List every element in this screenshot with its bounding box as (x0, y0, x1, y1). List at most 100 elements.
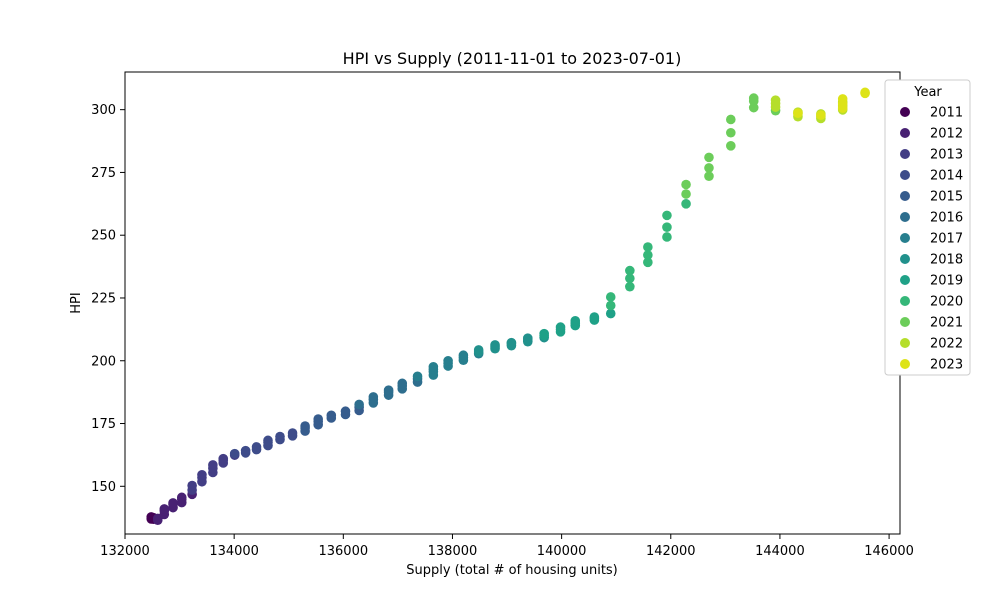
legend-marker-2016 (900, 212, 910, 222)
legend-label-2016: 2016 (930, 211, 963, 226)
legend-label-2015: 2015 (930, 190, 963, 205)
legend-marker-2020 (900, 296, 910, 306)
legend-label-2023: 2023 (930, 358, 963, 373)
data-point-2016-6 (383, 385, 394, 395)
data-point-2020-4 (625, 265, 635, 276)
x-tick-label: 142000 (646, 544, 696, 559)
data-point-2020-10 (662, 210, 672, 221)
data-point-2023-6 (793, 108, 803, 118)
legend-label-2012: 2012 (930, 127, 963, 142)
legend-marker-2021 (900, 317, 910, 327)
data-point-2019-4 (555, 322, 566, 332)
x-tick-label: 136000 (318, 544, 368, 559)
data-point-2016-9 (397, 378, 408, 389)
data-point-2013-7 (208, 460, 218, 470)
legend-label-2018: 2018 (930, 253, 963, 268)
legend-label-2019: 2019 (930, 274, 963, 289)
y-tick-label: 250 (91, 229, 116, 244)
data-point-2019-1 (539, 328, 549, 339)
legend-marker-2023 (900, 359, 910, 369)
data-point-2023-5 (860, 87, 870, 98)
data-point-2020-3 (625, 273, 635, 284)
data-point-2020-7 (643, 242, 653, 252)
y-tick-label: 275 (91, 166, 116, 181)
data-point-2021-3 (704, 163, 714, 173)
data-point-2014-11 (287, 428, 298, 438)
y-tick-label: 225 (91, 291, 116, 306)
data-point-2020-8 (662, 232, 672, 242)
data-point-2020-1 (605, 292, 616, 302)
legend-items: 2011 2012 2013 2014 2015 2016 2017 2018 2019 2020… (900, 106, 963, 373)
data-point-2018-4 (490, 340, 500, 350)
x-tick-label: 140000 (537, 544, 587, 559)
data-point-2023-2 (816, 110, 826, 120)
data-point-2021-4 (704, 152, 714, 163)
legend-marker-2022 (900, 338, 910, 348)
x-tick-label: 132000 (100, 544, 150, 559)
data-point-2017-10 (458, 350, 469, 361)
legend-marker-2019 (900, 275, 910, 285)
data-point-2015-5 (313, 414, 324, 424)
y-axis-label: HPI (69, 292, 84, 313)
data-point-2014-0 (229, 448, 240, 459)
data-point-2017-4 (428, 361, 439, 372)
data-point-2013-1 (187, 480, 197, 491)
data-point-2015-9 (340, 406, 351, 417)
data-point-2016-0 (354, 399, 364, 410)
data-point-2015-7 (326, 410, 337, 421)
x-axis-label: Supply (total # of housing units) (406, 563, 618, 578)
legend-marker-2018 (900, 254, 910, 264)
y-axis-ticks: 150 175 200 225 250 275 300 (91, 103, 125, 495)
data-point-2014-2 (240, 445, 251, 456)
data-point-2020-9 (662, 222, 672, 232)
legend-label-2020: 2020 (930, 295, 963, 310)
y-tick-label: 150 (91, 480, 116, 495)
data-point-2020-11 (681, 199, 691, 209)
legend-marker-2017 (900, 233, 910, 243)
y-tick-label: 200 (91, 354, 116, 369)
legend-marker-2013 (900, 149, 910, 159)
legend-label-2022: 2022 (930, 337, 963, 352)
data-point-2021-1 (681, 179, 691, 190)
data-point-2022-2 (770, 95, 781, 105)
legend-label-2017: 2017 (930, 232, 963, 247)
data-point-2016-3 (368, 392, 379, 402)
data-point-2020-0 (605, 300, 616, 311)
x-tick-label: 138000 (428, 544, 478, 559)
x-axis-ticks: 132000 134000 136000 138000 140000 142000 1440… (100, 534, 914, 559)
x-tick-label: 146000 (864, 544, 914, 559)
legend-label-2021: 2021 (930, 316, 963, 331)
chart-title: HPI vs Supply (2011-11-01 to 2023-07-01) (343, 49, 682, 68)
legend: Year 20112012201320142015201620172018201… (884, 79, 971, 376)
data-point-2013-10 (218, 453, 229, 464)
data-point-2019-11 (605, 308, 616, 319)
y-tick-label: 300 (91, 103, 116, 118)
legend-marker-2012 (900, 128, 910, 138)
data-point-2019-7 (570, 316, 581, 326)
data-point-2019-10 (589, 312, 600, 322)
x-tick-label: 134000 (209, 544, 259, 559)
data-point-2018-1 (473, 345, 484, 355)
data-point-2021-10 (748, 93, 759, 103)
data-point-2017-7 (443, 355, 453, 366)
data-point-2014-9 (275, 431, 285, 442)
legend-label-2013: 2013 (930, 148, 963, 163)
data-point-2023-4 (837, 99, 848, 109)
data-point-2018-10 (522, 333, 533, 343)
data-point-2014-4 (251, 442, 262, 452)
legend-marker-2014 (900, 170, 910, 180)
data-point-2020-6 (643, 250, 653, 260)
data-point-2012-10 (176, 492, 187, 503)
data-point-2018-7 (506, 337, 517, 348)
legend-box (884, 79, 971, 376)
data-point-2013-4 (197, 469, 207, 480)
legend-title: Year (913, 85, 942, 100)
legend-marker-2015 (900, 191, 910, 201)
data-point-2021-0 (681, 189, 691, 199)
scatter-points (146, 87, 870, 525)
x-tick-label: 144000 (755, 544, 805, 559)
data-point-2012-4 (159, 504, 170, 514)
legend-label-2011: 2011 (930, 106, 963, 121)
